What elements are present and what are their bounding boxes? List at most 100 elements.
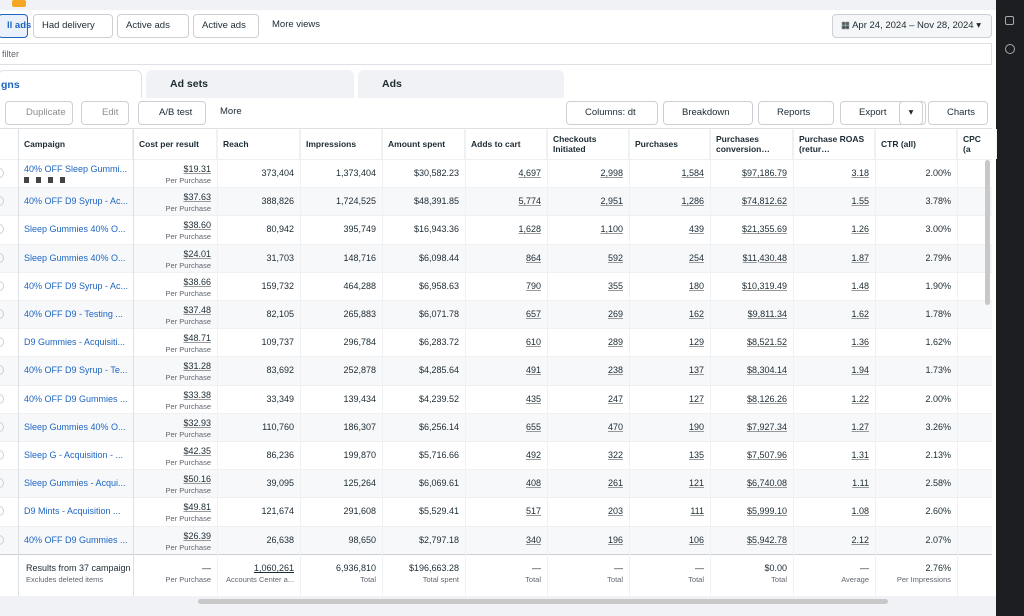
- cell-value: 322: [607, 450, 623, 460]
- view-tab[interactable]: ll ads: [0, 14, 31, 38]
- cell-value: $32.93: [183, 417, 211, 428]
- campaign-name[interactable]: 40% OFF D9 Syrup - Ac...: [24, 280, 129, 291]
- cell-value: 1.87: [851, 252, 869, 263]
- cell-subtext: Per Purchase: [165, 345, 211, 355]
- action-button[interactable]: Columns: dt: [566, 101, 658, 125]
- action-button[interactable]: Reports: [758, 101, 834, 125]
- column-divider: [957, 129, 958, 599]
- cell-subtext: Per Purchase: [165, 260, 211, 270]
- cell-value: 121: [688, 478, 704, 489]
- action-button[interactable]: Charts: [928, 101, 988, 125]
- footer-subtext: Average: [841, 574, 869, 584]
- action-button[interactable]: Edit: [81, 101, 129, 125]
- cell-value: $49.81: [183, 502, 211, 513]
- cell-value: $10,319.49: [741, 280, 787, 291]
- cell-value: 2,951: [600, 196, 623, 207]
- level-tab[interactable]: gns: [0, 70, 142, 98]
- table-row[interactable]: [0, 300, 992, 329]
- column-header[interactable]: Adds to cart: [465, 129, 547, 159]
- table-row[interactable]: [0, 271, 992, 300]
- campaign-name[interactable]: Sleep Gummies - Acqui...: [24, 478, 126, 489]
- table-row[interactable]: [0, 469, 992, 498]
- campaign-name[interactable]: 40% OFF Sleep Gummi...: [24, 164, 128, 174]
- history-icon[interactable]: [1005, 44, 1015, 54]
- table-row[interactable]: [0, 441, 992, 470]
- cell-value: 517: [525, 506, 541, 517]
- cell-value: 1.94: [851, 365, 869, 376]
- table-row[interactable]: [0, 497, 992, 526]
- column-header[interactable]: Amount spent: [382, 129, 465, 159]
- cell-value: 110,760: [262, 421, 294, 432]
- column-header[interactable]: Reach: [217, 129, 300, 159]
- table-row[interactable]: [0, 328, 992, 357]
- view-tab[interactable]: Active ads: [117, 14, 189, 38]
- action-button[interactable]: Duplicate: [5, 101, 73, 125]
- export-dropdown[interactable]: ▾: [899, 101, 923, 125]
- campaign-name[interactable]: 40% OFF D9 - Testing ...: [24, 309, 123, 319]
- table-row[interactable]: [0, 187, 992, 216]
- cell-value: 492: [525, 450, 541, 460]
- cell-subtext: Per Purchase: [165, 542, 211, 552]
- campaign-name[interactable]: 40% OFF D9 Gummies ...: [24, 393, 128, 404]
- cell-value: 1.78%: [925, 309, 951, 319]
- search-filter[interactable]: filter: [0, 43, 992, 65]
- column-header[interactable]: Purchase ROAS (retur…: [793, 129, 875, 159]
- column-divider: [793, 129, 794, 599]
- table-row[interactable]: [0, 356, 992, 385]
- column-header[interactable]: Impressions: [300, 129, 382, 159]
- cell-value: 1.90%: [925, 280, 951, 291]
- column-header[interactable]: Checkouts Initiated: [547, 129, 629, 159]
- cell-value: 491: [525, 365, 541, 376]
- cell-value: 1,100: [600, 224, 623, 235]
- date-picker[interactable]: ▦ Apr 24, 2024 – Nov 28, 2024 ▾: [832, 14, 992, 38]
- cell-subtext: Per Purchase: [165, 458, 211, 467]
- cell-value: 3.26%: [925, 421, 951, 432]
- campaign-name[interactable]: Sleep Gummies 40% O...: [24, 252, 126, 263]
- level-tab[interactable]: Ad sets: [146, 70, 354, 98]
- table-row[interactable]: [0, 243, 992, 272]
- cell-value: 4,697: [518, 168, 541, 178]
- cell-subtext: Per Purchase: [165, 486, 211, 496]
- column-header[interactable]: Campaign: [18, 129, 133, 159]
- level-tab[interactable]: Ads: [358, 70, 564, 98]
- cell-value: 135: [688, 450, 704, 460]
- edit-icon[interactable]: [1005, 16, 1014, 25]
- column-header[interactable]: Purchases: [629, 129, 710, 159]
- cell-value: 2,998: [600, 168, 623, 178]
- column-header[interactable]: Purchases conversion…: [710, 129, 793, 159]
- view-tab[interactable]: Active ads: [193, 14, 259, 38]
- cell-value: 82,105: [266, 309, 294, 319]
- table-row[interactable]: [0, 384, 992, 413]
- campaign-name[interactable]: Sleep Gummies 40% O...: [24, 421, 126, 432]
- cell-value: 2.00%: [925, 168, 951, 178]
- cell-value: 1.62%: [925, 337, 951, 348]
- column-header[interactable]: CTR (all): [875, 129, 957, 159]
- action-button[interactable]: A/B test: [138, 101, 206, 125]
- cell-value: 2.07%: [925, 534, 951, 545]
- view-tab[interactable]: Had delivery: [33, 14, 113, 38]
- campaign-name[interactable]: D9 Mints - Acquisition ...: [24, 506, 121, 517]
- cell-value: 31,703: [266, 252, 294, 263]
- campaign-name[interactable]: D9 Gummies - Acquisiti...: [24, 337, 126, 348]
- table-row[interactable]: [0, 412, 992, 441]
- campaign-name[interactable]: 40% OFF D9 Syrup - Te...: [24, 365, 128, 376]
- data-table: Campaign Cost per result Reach Impressions A…: [0, 128, 997, 599]
- column-header[interactable]: Cost per result: [133, 129, 217, 159]
- column-header[interactable]: CPC (a: [957, 129, 997, 159]
- campaign-name[interactable]: 40% OFF D9 Syrup - Ac...: [24, 196, 129, 207]
- campaign-name[interactable]: Sleep Gummies 40% O...: [24, 224, 126, 235]
- campaign-name[interactable]: 40% OFF D9 Gummies ...: [24, 534, 128, 545]
- view-tab[interactable]: More views: [264, 14, 344, 38]
- cell-value: $16,943.36: [413, 224, 459, 235]
- campaign-name[interactable]: Sleep G - Acquisition - ...: [24, 450, 124, 460]
- footer-subtext: Total: [688, 574, 704, 584]
- cell-value: 190: [688, 421, 704, 432]
- action-button[interactable]: Breakdown: [663, 101, 753, 125]
- table-row[interactable]: [0, 159, 992, 188]
- table-row[interactable]: [0, 215, 992, 244]
- cell-value: $5,942.78: [746, 534, 787, 545]
- table-row[interactable]: [0, 525, 992, 554]
- action-button[interactable]: More: [212, 101, 264, 125]
- app-icon: [12, 0, 26, 7]
- filter-text: filter: [2, 49, 20, 59]
